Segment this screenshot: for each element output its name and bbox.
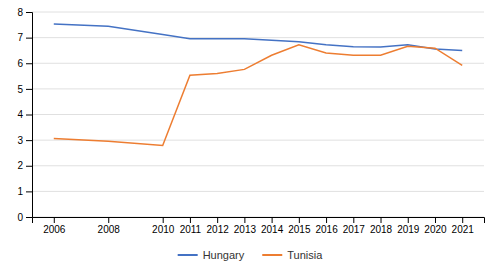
x-axis-tick-label: 2012 [207,224,230,235]
x-axis-tick-label: 2016 [315,224,338,235]
x-axis-tick-mark [435,217,436,223]
x-axis-tick: 2012 [207,217,230,235]
lines [54,24,462,145]
y-axis-tick: 3 [17,135,32,146]
y-axis-tick-mark [26,115,32,116]
legend: Hungary Tunisia [178,249,324,261]
y-axis-tick-label: 2 [17,160,23,171]
x-axis-tick-mark [163,217,164,223]
x-axis-tick-mark [108,217,109,223]
grid-line [32,191,484,192]
x-axis-tick: 2010 [152,217,175,235]
legend-label: Tunisia [287,249,323,261]
legend-label: Hungary [203,249,245,261]
x-axis-tick: 2014 [261,217,284,235]
grid [32,12,484,217]
x-axis: 2006 2008 2010 2011 2012 2013 2014 2015 2016 2017… [33,217,485,235]
y-axis-tick: 2 [17,160,32,171]
x-axis-tick-mark [353,217,354,223]
x-axis-tick: 2015 [288,217,311,235]
x-axis-tick: 2018 [370,217,393,235]
x-axis-tick: 2006 [43,217,66,235]
legend-item: Tunisia [262,249,323,261]
grid-line [32,165,484,166]
y-axis-tick-label: 5 [17,84,23,95]
y-axis-tick-label: 7 [17,32,23,43]
y-axis-tick: 4 [17,109,32,120]
grid-line [32,88,484,89]
legend-swatch [262,254,282,256]
y-axis-tick: 0 [17,212,32,223]
x-axis-tick: 2008 [98,217,121,235]
x-axis-tick-label: 2020 [424,224,447,235]
x-axis-tick: 2017 [343,217,366,235]
x-axis-tick: 2020 [424,217,447,235]
y-axis-tick-mark [26,12,32,13]
y-axis-tick-label: 0 [17,212,23,223]
x-axis-tick: 2019 [397,217,420,235]
x-axis-line [33,218,485,224]
x-axis-tick-mark [326,217,327,223]
y-axis: 0 1 2 3 4 5 6 7 8 [17,7,32,223]
y-axis-line [26,13,33,218]
x-axis-tick-mark [408,217,409,223]
x-axis-tick: 2011 [180,217,202,235]
x-axis-tick-label: 2014 [261,224,284,235]
x-axis-tick-label: 2011 [180,224,202,235]
chart: 2006200820102011201220132014201520162017… [0,0,500,269]
y-axis-tick-mark [26,63,32,64]
x-axis-tick-mark [190,217,191,223]
y-axis-tick: 5 [17,84,32,95]
y-axis-tick-label: 4 [17,109,23,120]
x-axis-tick: 2013 [234,217,257,235]
x-axis-tick-label: 2008 [98,224,121,235]
x-axis-tick-label: 2013 [234,224,257,235]
y-axis-tick: 8 [17,7,32,18]
grid-line [32,37,484,38]
x-axis-tick-mark [217,217,218,223]
y-axis-tick-label: 3 [17,135,23,146]
x-axis-tick-mark [272,217,273,223]
grid-line [32,12,484,13]
x-axis-tick-label: 2015 [288,224,311,235]
x-axis-tick-mark [299,217,300,223]
plot: 2006200820102011201220132014201520162017… [17,7,484,235]
x-axis-tick-label: 2010 [152,224,175,235]
x-axis-tick-label: 2019 [397,224,420,235]
y-axis-tick-mark [26,89,32,90]
x-axis-tick-mark [462,217,463,223]
x-axis-tick-label: 2021 [452,224,475,235]
x-axis-tick: 2021 [452,217,475,235]
x-axis-tick-mark [381,217,382,223]
x-axis-tick-label: 2018 [370,224,393,235]
y-axis-tick: 6 [17,58,32,69]
x-axis-tick-label: 2006 [43,224,66,235]
series-line [54,24,462,50]
y-axis-tick-mark [26,140,32,141]
y-axis-tick-mark [26,166,32,167]
y-axis-tick-label: 8 [17,7,23,18]
x-axis-tick-mark [54,217,55,223]
x-axis-tick-label: 2017 [343,224,366,235]
legend-item: Hungary [178,249,245,261]
y-axis-tick-mark [26,38,32,39]
y-axis-tick-mark [26,217,32,218]
grid-line [32,114,484,115]
series-line [54,45,462,146]
y-axis-tick: 7 [17,32,32,43]
y-axis-tick-label: 1 [17,186,23,197]
x-axis-tick-mark [244,217,245,223]
legend-swatch [178,254,198,256]
y-axis-tick-mark [26,191,32,192]
x-axis-tick: 2016 [315,217,338,235]
y-axis-tick: 1 [17,186,32,197]
y-axis-tick-label: 6 [17,58,23,69]
